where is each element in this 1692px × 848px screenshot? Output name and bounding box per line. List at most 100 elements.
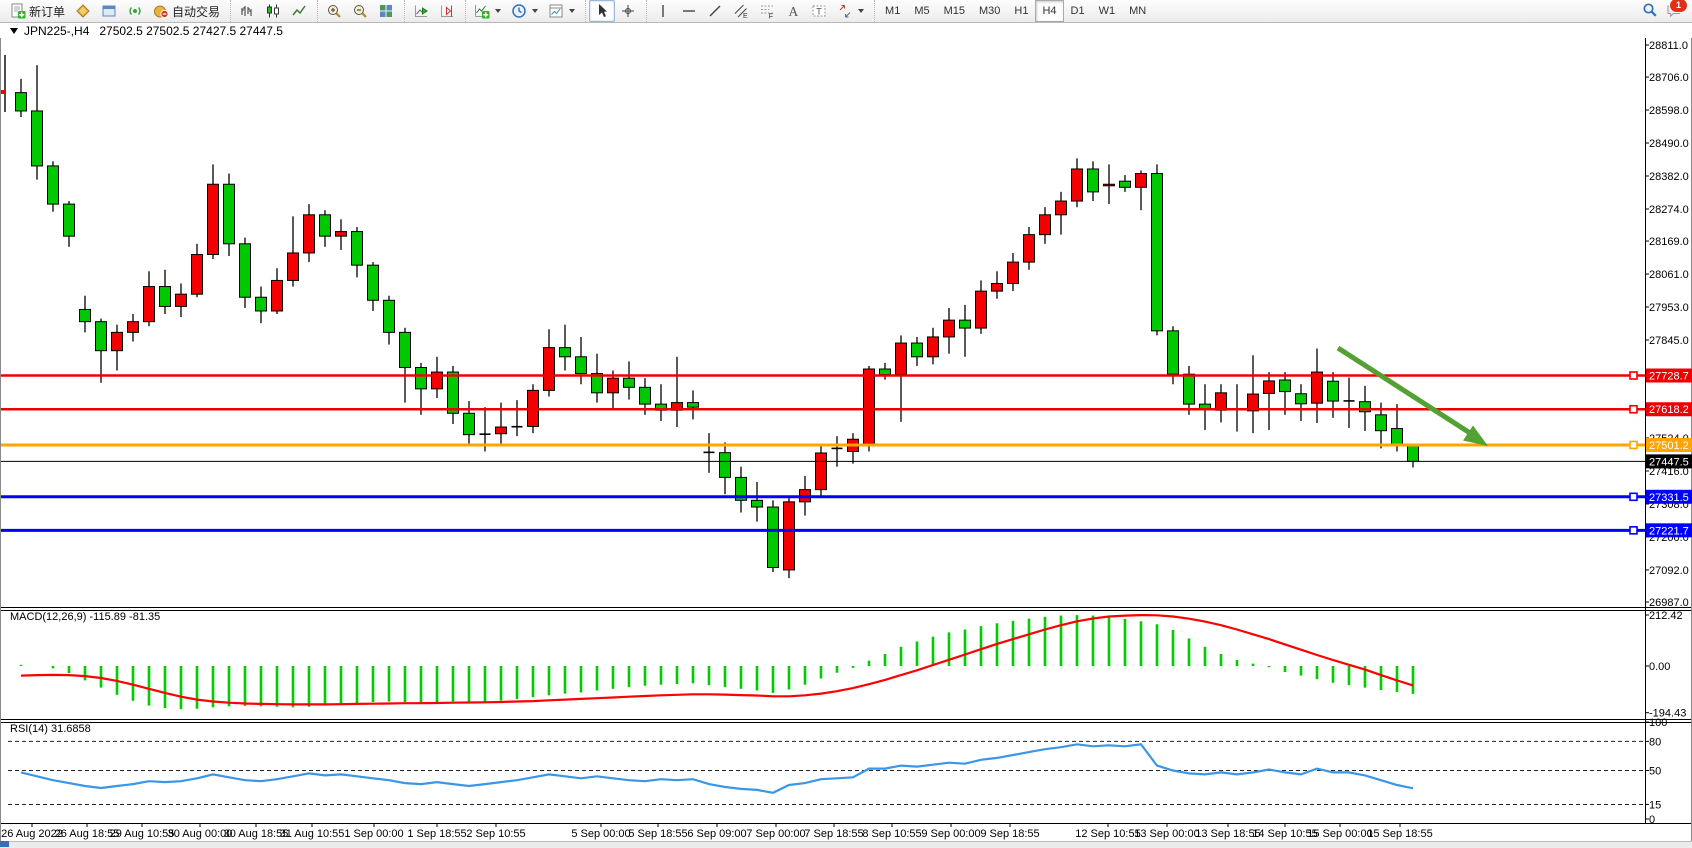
- periods-button[interactable]: [506, 0, 543, 22]
- fibonacci-button[interactable]: F: [754, 0, 780, 22]
- notification-badge: 1: [1669, 0, 1688, 13]
- rsi-line: [20, 743, 1414, 794]
- crosshair-button[interactable]: [615, 0, 641, 22]
- templates-button[interactable]: [543, 0, 580, 22]
- chart-shift-button[interactable]: [434, 0, 460, 22]
- search-icon: [1643, 2, 1657, 17]
- svg-text:28811.0: 28811.0: [1649, 40, 1688, 52]
- bar-chart-button[interactable]: [234, 0, 260, 22]
- svg-text:13 Sep 18:55: 13 Sep 18:55: [1195, 828, 1260, 840]
- templates-icon: [549, 4, 563, 18]
- price-label-box: [1646, 437, 1692, 452]
- cursor-button[interactable]: [589, 0, 616, 22]
- svg-text:0.00: 0.00: [1649, 661, 1670, 673]
- tile-windows-button[interactable]: [373, 0, 399, 22]
- rsi-panel[interactable]: [8, 740, 1645, 805]
- rsi-name: RSI(14): [10, 723, 48, 735]
- svg-text:27092.0: 27092.0: [1649, 565, 1689, 577]
- toolbar-group-cursor: [585, 0, 644, 22]
- new-order-button-label: 新订单: [29, 4, 66, 19]
- chart-symbol-period: JPN225-,H4: [24, 23, 90, 38]
- timeframe-m1[interactable]: M1: [885, 5, 901, 17]
- gold-button[interactable]: [70, 0, 96, 22]
- svg-text:8 Sep 10:55: 8 Sep 10:55: [862, 828, 921, 840]
- timeframe-m5[interactable]: M5: [914, 5, 930, 17]
- hline-handle[interactable]: [1629, 404, 1638, 414]
- timeframe-m30[interactable]: M30: [979, 5, 1001, 17]
- svg-text:28061.0: 28061.0: [1649, 269, 1689, 281]
- svg-text:2 Sep 10:55: 2 Sep 10:55: [466, 828, 525, 840]
- line-chart-button[interactable]: [286, 0, 312, 22]
- dropdown-arrow-icon[interactable]: [532, 9, 539, 13]
- svg-text:F: F: [769, 12, 774, 20]
- terminal-button[interactable]: [96, 0, 122, 22]
- hline-handle[interactable]: [1629, 526, 1638, 535]
- dropdown-arrow-icon[interactable]: [858, 9, 865, 13]
- bottom-strip: [0, 841, 1692, 848]
- indicators-button[interactable]: [469, 0, 506, 22]
- toolbar-group-objects: [465, 0, 583, 22]
- zoom-in-button[interactable]: [321, 0, 347, 22]
- autotrade-button-label: 自动交易: [172, 4, 221, 19]
- timeframe-m15[interactable]: M15: [943, 5, 965, 17]
- svg-text:27416.0: 27416.0: [1649, 466, 1689, 478]
- svg-text:A: A: [789, 4, 799, 19]
- equidistant-channel-button[interactable]: E: [728, 0, 754, 22]
- hline-handle[interactable]: [1629, 371, 1638, 380]
- timeframe-mn[interactable]: MN: [1129, 5, 1147, 17]
- text-label-button[interactable]: T: [806, 0, 832, 22]
- macd-panel[interactable]: [19, 613, 1415, 710]
- price-label-box: [1646, 454, 1692, 469]
- trend-arrow[interactable]: [1336, 345, 1488, 446]
- svg-text:27618.2: 27618.2: [1649, 404, 1689, 416]
- timeframe-h1[interactable]: H1: [1014, 5, 1029, 17]
- arrows-icon: [839, 5, 851, 18]
- chat-button[interactable]: 1: [1666, 0, 1688, 21]
- price-label-box: [1646, 368, 1692, 383]
- chart-ohlc-values: 27502.5 27502.5 27427.5 27447.5: [99, 23, 283, 38]
- toolbar-group-orders: 新订单 自动交易: [2, 0, 228, 22]
- signal-button[interactable]: [122, 0, 148, 22]
- collapse-triangle-icon[interactable]: [10, 27, 18, 34]
- dropdown-arrow-icon[interactable]: [495, 9, 502, 13]
- svg-text:1 Sep 00:00: 1 Sep 00:00: [344, 828, 403, 840]
- candlestick-chart-icon: [267, 4, 280, 18]
- price-axis[interactable]: 28811.0 28706.0 28598.0 28490.0 28382.0 28274…: [1645, 40, 1692, 826]
- vertical-line-button[interactable]: [650, 0, 676, 22]
- main-chart-panel[interactable]: [0, 26, 1645, 579]
- svg-text:1 Sep 18:55: 1 Sep 18:55: [407, 828, 466, 840]
- hline-handle[interactable]: [1629, 492, 1638, 502]
- svg-text:28382.0: 28382.0: [1649, 171, 1689, 183]
- chart-header: JPN225-,H4 27502.5 27502.5 27427.5 27447…: [0, 23, 1692, 38]
- svg-text:12 Sep 10:55: 12 Sep 10:55: [1075, 828, 1140, 840]
- svg-text:15: 15: [1649, 799, 1661, 811]
- trendline-button[interactable]: [702, 0, 728, 22]
- timeframe-w1[interactable]: W1: [1098, 5, 1116, 17]
- dropdown-arrow-icon[interactable]: [569, 9, 576, 13]
- signal-icon: [129, 7, 141, 15]
- svg-text:100: 100: [1649, 717, 1667, 729]
- svg-text:28598.0: 28598.0: [1649, 105, 1689, 117]
- horizontal-lines-layer[interactable]: [0, 371, 1645, 535]
- arrows-button[interactable]: [832, 0, 869, 22]
- candlestick-chart-button[interactable]: [260, 0, 286, 22]
- zoom-out-button[interactable]: [347, 0, 373, 22]
- autotrade-button[interactable]: 自动交易: [148, 0, 225, 22]
- timeframe-h4[interactable]: H4: [1035, 0, 1064, 22]
- text-button[interactable]: A: [780, 0, 806, 22]
- hline-handle[interactable]: [1629, 440, 1638, 450]
- svg-text:28274.0: 28274.0: [1649, 204, 1689, 216]
- price-label-box: [1646, 523, 1692, 538]
- auto-scroll-button[interactable]: [408, 0, 434, 22]
- search-icon[interactable]: [1642, 2, 1658, 21]
- timeframe-d1[interactable]: D1: [1070, 5, 1085, 17]
- svg-text:9 Sep 00:00: 9 Sep 00:00: [921, 828, 980, 840]
- horizontal-line-button[interactable]: [676, 0, 702, 22]
- svg-text:27447.5: 27447.5: [1649, 456, 1689, 468]
- new-order-button[interactable]: 新订单: [5, 0, 70, 22]
- scroll-grip[interactable]: [0, 840, 9, 847]
- svg-text:26 Aug 18:55: 26 Aug 18:55: [55, 828, 120, 840]
- svg-text:14 Sep 10:55: 14 Sep 10:55: [1252, 828, 1317, 840]
